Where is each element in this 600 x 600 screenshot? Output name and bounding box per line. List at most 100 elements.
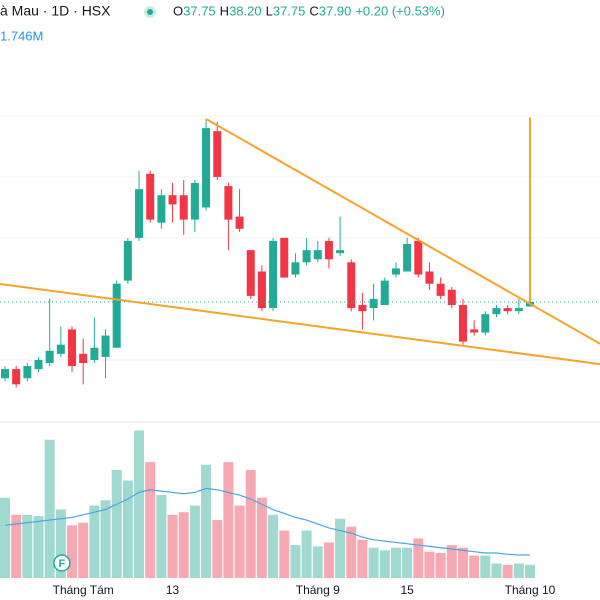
candle-body <box>458 305 467 342</box>
candle-body <box>157 195 166 223</box>
volume-bar <box>111 470 122 578</box>
candle-body <box>391 268 400 275</box>
volume-bar <box>335 518 346 578</box>
ohlc-label: C <box>309 3 318 18</box>
header-bg <box>0 0 600 24</box>
volume-bar <box>22 514 33 578</box>
volume-bar <box>122 480 133 578</box>
volume-value: 1.746M <box>0 28 43 43</box>
candle-body <box>280 237 289 278</box>
candle-body <box>313 250 322 260</box>
candle-body <box>291 262 300 275</box>
candle-body <box>1 369 9 379</box>
volume-bar <box>502 564 513 578</box>
candle-body <box>503 308 512 312</box>
ohlc-value: 38.20 <box>229 3 262 18</box>
candle-body <box>336 250 345 254</box>
volume-bar <box>167 514 178 578</box>
volume-bar <box>55 509 66 578</box>
candle-body <box>123 240 132 281</box>
volume-bar <box>346 526 357 578</box>
candle-body <box>470 329 479 333</box>
x-tick-label: Tháng 10 <box>505 583 556 597</box>
volume-bar <box>134 430 145 578</box>
volume-bar <box>480 555 491 578</box>
candle-body <box>246 250 255 296</box>
candle-body <box>90 347 99 360</box>
ohlc-value: 37.75 <box>273 3 306 18</box>
candle-body <box>302 250 311 263</box>
volume-bar <box>513 563 524 578</box>
candle-body <box>202 128 211 208</box>
candle-body <box>45 350 54 363</box>
volume-ma-line <box>4 487 530 556</box>
volume-bar <box>201 464 212 578</box>
volume-bar <box>33 516 44 578</box>
volume-bar <box>469 555 480 578</box>
candle-body <box>79 353 88 363</box>
volume-bar <box>424 551 435 578</box>
candle-body <box>492 308 501 315</box>
ohlc-label: O <box>173 3 183 18</box>
volume-bar <box>44 439 55 578</box>
candle-body <box>414 240 423 275</box>
symbol: à Mau · 1D · HSX <box>0 3 111 19</box>
candle-body <box>447 289 456 306</box>
candle-body <box>168 195 177 205</box>
volume-bar <box>390 547 401 578</box>
candle-body <box>425 271 434 284</box>
candle-body <box>56 344 65 354</box>
candle-body <box>34 359 43 370</box>
candle-body <box>380 280 389 306</box>
volume-bar <box>189 505 200 578</box>
change: +0.20 (+0.53%) <box>355 3 445 18</box>
candle-body <box>112 283 121 348</box>
candle-body <box>369 298 378 309</box>
candle-body <box>101 335 110 357</box>
candle-body <box>436 283 445 296</box>
volume-bar <box>413 538 424 578</box>
volume-bar <box>402 547 413 578</box>
candle-body <box>514 308 523 312</box>
volume-bar <box>457 547 468 578</box>
volume-bar <box>245 470 256 578</box>
volume-bar <box>379 550 390 578</box>
candle-body <box>324 240 333 260</box>
volume-bar <box>178 512 189 578</box>
candle-body <box>257 271 266 309</box>
ohlc-label: L <box>266 3 273 18</box>
volume-bar <box>89 505 100 578</box>
candle-body <box>347 262 356 309</box>
candle-body <box>213 131 222 177</box>
ohlc-value: 37.75 <box>183 3 216 18</box>
volume-bar <box>78 522 89 578</box>
volume-bar <box>290 545 301 578</box>
volume-bar <box>234 505 245 578</box>
candle-body <box>235 216 244 229</box>
candle-body <box>481 314 490 333</box>
volume-bar <box>223 462 234 578</box>
candle-body <box>190 183 199 220</box>
candle-body <box>179 195 188 220</box>
volume-bar <box>11 514 22 578</box>
ohlc-label: H <box>220 3 229 18</box>
candle-body <box>403 244 412 272</box>
volume-bar <box>100 500 111 578</box>
volume-bar <box>268 514 279 578</box>
event-marker <box>53 554 71 572</box>
volume-bar <box>312 546 323 578</box>
candle-body <box>224 186 233 220</box>
x-tick-label: 13 <box>166 583 180 597</box>
volume-bar <box>145 462 156 578</box>
event-marker-label: F <box>58 558 65 570</box>
volume-bar <box>446 545 457 578</box>
trendline <box>0 282 600 366</box>
volume-bar <box>67 525 78 578</box>
x-tick-label: Tháng Tám <box>53 583 114 597</box>
candle-body <box>135 189 144 238</box>
status-dot-core <box>147 9 153 15</box>
volume-bar <box>212 520 223 578</box>
candle-body <box>358 305 367 312</box>
volume-bar <box>435 552 446 578</box>
